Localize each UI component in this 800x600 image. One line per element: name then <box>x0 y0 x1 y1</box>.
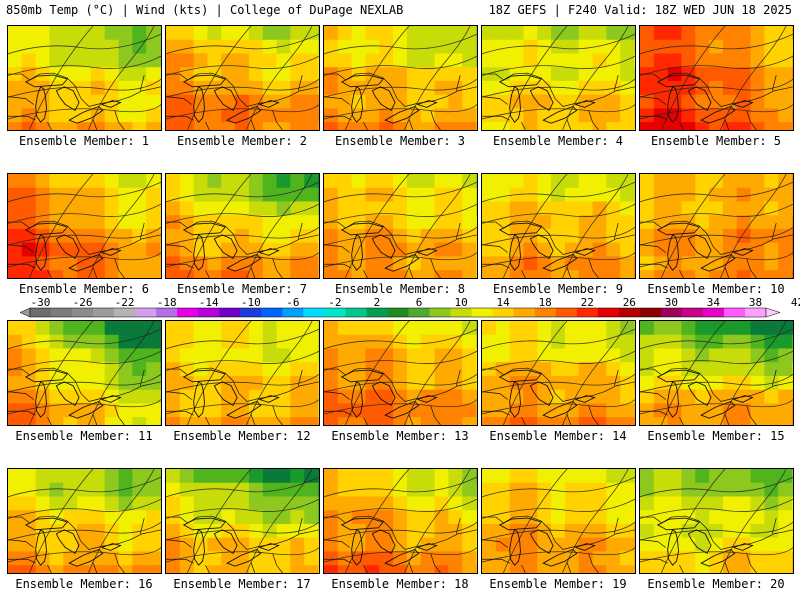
ensemble-member-map <box>323 173 478 279</box>
colorbar-swatch <box>156 308 178 317</box>
ensemble-member-map <box>7 320 162 426</box>
colorbar-swatch <box>450 308 472 317</box>
colorbar-swatch <box>261 308 283 317</box>
ensemble-member-label: Ensemble Member: 9 <box>492 282 624 296</box>
colorbar-tick-label: 42 <box>791 296 800 309</box>
map-title: 850mb Temp (°C) | Wind (kts) | College o… <box>6 3 404 17</box>
colorbar-swatch <box>681 308 704 317</box>
colorbar-swatch <box>303 308 325 317</box>
colorbar-swatch <box>177 308 199 317</box>
ensemble-member-map <box>165 173 320 279</box>
ensemble-member-map <box>481 25 636 131</box>
colorbar-tick-label: 18 <box>539 296 552 309</box>
colorbar-tick-label: 6 <box>416 296 423 309</box>
colorbar-tick-label: -26 <box>73 296 93 309</box>
colorbar-swatch <box>408 308 430 317</box>
colorbar-tick-label: 14 <box>497 296 511 309</box>
colorbar-tick-label: -30 <box>31 296 51 309</box>
colorbar-swatch <box>30 308 52 317</box>
colorbar-swatch <box>93 308 115 317</box>
ensemble-member-label: Ensemble Member: 6 <box>18 282 150 296</box>
colorbar-tick-label: -14 <box>199 296 219 309</box>
ensemble-member-label: Ensemble Member: 14 <box>489 429 627 443</box>
ensemble-member-label: Ensemble Member: 19 <box>489 577 627 591</box>
ensemble-member-label: Ensemble Member: 17 <box>173 577 311 591</box>
colorbar-tick-label: 38 <box>749 296 762 309</box>
colorbar-swatch <box>471 308 493 317</box>
ensemble-member-map <box>7 25 162 131</box>
colorbar-swatch <box>240 308 262 317</box>
colorbar-swatch <box>114 308 136 317</box>
ensemble-member-label: Ensemble Member: 10 <box>647 282 785 296</box>
ensemble-member-map <box>165 25 320 131</box>
colorbar-swatch <box>744 308 767 317</box>
ensemble-member-label: Ensemble Member: 11 <box>15 429 153 443</box>
colorbar-tick-label: -10 <box>241 296 261 309</box>
ensemble-member-label: Ensemble Member: 18 <box>331 577 469 591</box>
ensemble-member-label: Ensemble Member: 1 <box>18 134 150 148</box>
colorbar-tick-label: -6 <box>286 296 299 309</box>
colorbar-arrow-left <box>19 307 31 318</box>
colorbar-arrow-right <box>765 307 781 318</box>
colorbar-swatch <box>429 308 451 317</box>
ensemble-member-map <box>323 468 478 574</box>
colorbar-tick-label: 26 <box>623 296 636 309</box>
colorbar-swatch <box>513 308 535 317</box>
colorbar-tick-label: 10 <box>454 296 467 309</box>
colorbar-swatch <box>660 308 683 317</box>
ensemble-member-label: Ensemble Member: 20 <box>647 577 785 591</box>
colorbar-swatch <box>282 308 304 317</box>
colorbar-swatch <box>576 308 599 317</box>
colorbar-swatch <box>597 308 620 317</box>
ensemble-member-label: Ensemble Member: 4 <box>492 134 624 148</box>
colorbar-swatch <box>639 308 662 317</box>
colorbar-swatch <box>555 308 578 317</box>
colorbar-swatch <box>198 308 220 317</box>
colorbar-swatch <box>618 308 641 317</box>
ensemble-member-label: Ensemble Member: 3 <box>334 134 466 148</box>
ensemble-member-map <box>639 173 794 279</box>
colorbar-tick-label: -22 <box>115 296 135 309</box>
ensemble-member-label: Ensemble Member: 12 <box>173 429 311 443</box>
ensemble-member-map <box>639 25 794 131</box>
ensemble-member-map <box>481 320 636 426</box>
colorbar-swatch <box>135 308 157 317</box>
colorbar-swatch <box>534 308 557 317</box>
ensemble-member-map <box>481 173 636 279</box>
ensemble-member-map <box>323 320 478 426</box>
temperature-colorbar: -30 -26 -22 -18 -14 -10 -6 -2 2 6 10 14 18 22 26 30 34 38… <box>19 296 800 318</box>
ensemble-member-map <box>7 173 162 279</box>
ensemble-member-map <box>481 468 636 574</box>
colorbar-swatch <box>324 308 346 317</box>
ensemble-member-label: Ensemble Member: 5 <box>650 134 782 148</box>
ensemble-member-label: Ensemble Member: 13 <box>331 429 469 443</box>
colorbar-tick-label: -2 <box>328 296 341 309</box>
ensemble-member-map <box>639 468 794 574</box>
ensemble-member-map <box>165 320 320 426</box>
colorbar-swatch <box>366 308 388 317</box>
ensemble-member-map <box>323 25 478 131</box>
model-run-valid-time: 18Z GEFS | F240 Valid: 18Z WED JUN 18 20… <box>488 3 792 17</box>
ensemble-member-label: Ensemble Member: 2 <box>176 134 308 148</box>
colorbar-swatch <box>723 308 746 317</box>
ensemble-member-map <box>639 320 794 426</box>
colorbar-swatch <box>219 308 241 317</box>
colorbar-swatch <box>387 308 409 317</box>
ensemble-member-map <box>165 468 320 574</box>
colorbar-tick-label: 34 <box>707 296 721 309</box>
ensemble-member-label: Ensemble Member: 8 <box>334 282 466 296</box>
colorbar-swatch <box>492 308 514 317</box>
colorbar-tick-label: 22 <box>581 296 594 309</box>
colorbar-tick-label: -18 <box>157 296 177 309</box>
ensemble-member-label: Ensemble Member: 7 <box>176 282 308 296</box>
colorbar-tick-label: 30 <box>665 296 678 309</box>
ensemble-member-label: Ensemble Member: 16 <box>15 577 153 591</box>
ensemble-member-label: Ensemble Member: 15 <box>647 429 785 443</box>
ensemble-member-map <box>7 468 162 574</box>
colorbar-tick-label: 2 <box>374 296 381 309</box>
colorbar-swatch <box>51 308 73 317</box>
colorbar-swatch <box>345 308 367 317</box>
colorbar-swatch <box>702 308 725 317</box>
colorbar-swatch <box>72 308 94 317</box>
